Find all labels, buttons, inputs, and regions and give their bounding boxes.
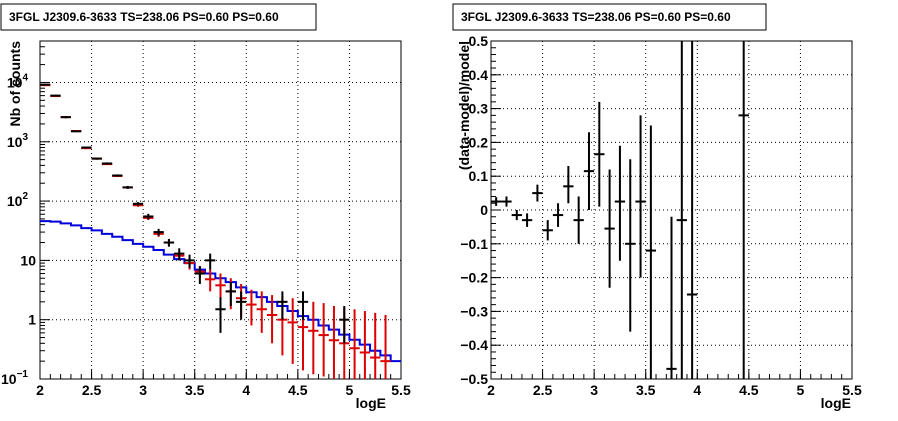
counts-x-tick-label: 2.5 bbox=[82, 382, 102, 398]
residual-x-tick-label: 4 bbox=[693, 382, 701, 398]
residual-y-tick-label: 0.1 bbox=[469, 168, 489, 184]
counts-x-tick-label: 4.5 bbox=[288, 382, 308, 398]
counts-x-tick-label: 5.5 bbox=[391, 382, 411, 398]
counts-chart-title: 3FGL J2309.6-3633 TS=238.06 PS=0.60 PS=0… bbox=[9, 10, 279, 24]
residual-panel: 2 2.5 3 3.5 4 4.5 5 5.5 −0.5 −0.4 −0.3 −0.2 −0.1 0 0.1… bbox=[452, 3, 862, 411]
counts-grid bbox=[40, 41, 401, 379]
residual-y-tick-label: 0.5 bbox=[469, 33, 489, 49]
residual-tick-marks bbox=[490, 40, 853, 380]
counts-x-tick-label: 2 bbox=[36, 382, 44, 398]
counts-y-tick-label: 103 bbox=[7, 132, 29, 150]
residual-y-tick-label: 0 bbox=[480, 202, 488, 218]
residual-x-tick-label: 2 bbox=[487, 382, 495, 398]
residual-title-box bbox=[452, 3, 767, 31]
residual-chart-title: 3FGL J2309.6-3633 TS=238.06 PS=0.60 PS=0… bbox=[461, 10, 731, 24]
counts-y-tick-exponent: 3 bbox=[22, 132, 28, 143]
counts-title-box bbox=[0, 3, 317, 31]
residual-x-tick-label: 4.5 bbox=[739, 382, 759, 398]
residual-y-tick-label: −0.2 bbox=[460, 270, 488, 286]
counts-x-tick-label: 3.5 bbox=[185, 382, 205, 398]
counts-x-tick-label: 4 bbox=[242, 382, 250, 398]
residual-y-tick-label: 0.2 bbox=[469, 134, 489, 150]
residual-x-tick-label: 2.5 bbox=[533, 382, 553, 398]
residual-series bbox=[491, 41, 749, 379]
counts-y-tick-exponent: −1 bbox=[17, 369, 29, 380]
counts-y-tick-exponent: 4 bbox=[22, 72, 28, 83]
residual-y-tick-label: 0.4 bbox=[469, 67, 489, 83]
counts-series bbox=[40, 83, 401, 379]
counts-x-tick-label: 5 bbox=[346, 382, 354, 398]
counts-tick-marks bbox=[39, 46, 402, 380]
residual-tick-labels: 2 2.5 3 3.5 4 4.5 5 5.5 −0.5 −0.4 −0.3 −0.2 −0.1 0 0.1… bbox=[460, 33, 862, 398]
counts-y-axis-label: Nb of counts bbox=[7, 41, 23, 127]
counts-x-axis-label: logE bbox=[356, 395, 386, 411]
counts-y-tick-label: 10−1 bbox=[1, 369, 28, 387]
counts-y-tick-label: 1 bbox=[28, 312, 36, 328]
counts-x-tick-label: 3 bbox=[139, 382, 147, 398]
residual-y-tick-label: −0.5 bbox=[460, 371, 488, 387]
residual-x-axis-label: logE bbox=[821, 395, 851, 411]
counts-y-tick-exponent: 2 bbox=[22, 191, 28, 202]
residual-y-tick-label: −0.1 bbox=[460, 236, 488, 252]
residual-y-tick-label: 0.3 bbox=[469, 101, 489, 117]
residual-x-tick-label: 5 bbox=[797, 382, 805, 398]
residual-y-tick-label: −0.4 bbox=[460, 337, 488, 353]
residual-x-tick-label: 3 bbox=[590, 382, 598, 398]
counts-y-tick-label: 102 bbox=[7, 191, 29, 209]
residual-y-axis-label: (data-model)/model bbox=[456, 41, 472, 170]
residual-x-tick-label: 5.5 bbox=[842, 382, 862, 398]
residual-grid bbox=[491, 41, 852, 379]
residual-y-tick-label: −0.3 bbox=[460, 303, 488, 319]
counts-y-tick-label: 10 bbox=[20, 252, 36, 268]
residual-x-tick-label: 3.5 bbox=[636, 382, 656, 398]
